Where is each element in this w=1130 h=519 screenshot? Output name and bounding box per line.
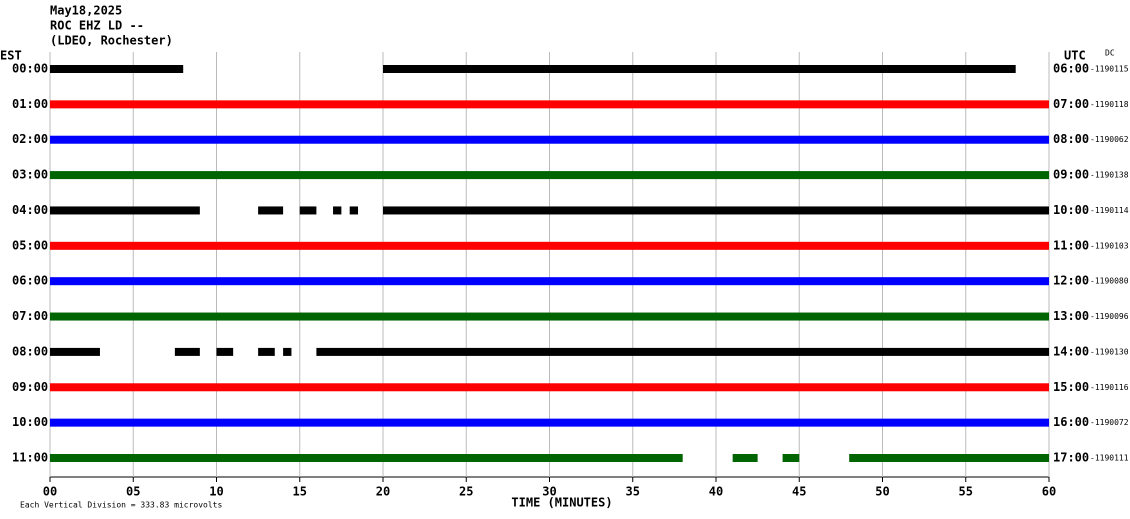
utc-label: 06:00 (1053, 62, 1089, 76)
trace-segment (50, 277, 1049, 286)
title-line: ROC EHZ LD -- (50, 19, 144, 33)
utc-label: 12:00 (1053, 274, 1089, 288)
x-tick-label: 40 (709, 485, 723, 499)
dc-value: -1190130 (1090, 347, 1129, 356)
dc-value: -1190072 (1090, 418, 1129, 427)
dc-value: -1190114 (1090, 206, 1129, 215)
trace-segment (316, 347, 1049, 356)
trace-segment (50, 347, 100, 356)
est-label: 02:00 (12, 132, 48, 146)
dc-value: -1190115 (1090, 65, 1129, 74)
est-label: 08:00 (12, 344, 48, 358)
trace-segment (216, 347, 234, 356)
x-tick-label: 50 (875, 485, 889, 499)
utc-label: 13:00 (1053, 309, 1089, 323)
trace-segment (50, 65, 184, 73)
x-tick-label: 10 (209, 485, 223, 499)
x-tick-label: 15 (293, 485, 307, 499)
est-label: 03:00 (12, 168, 48, 182)
trace-segment (732, 454, 758, 462)
trace-segment (299, 206, 317, 215)
utc-label: 10:00 (1053, 203, 1089, 217)
utc-label: 17:00 (1053, 451, 1089, 465)
trace-segment (258, 206, 284, 215)
est-label: 11:00 (12, 451, 48, 465)
est-label: 07:00 (12, 309, 48, 323)
dc-value: -1190096 (1090, 312, 1129, 321)
dc-value: -1190116 (1090, 383, 1129, 392)
right-axis-label: UTC (1064, 49, 1086, 63)
title-line: May18,2025 (50, 4, 122, 18)
title-line: (LDEO, Rochester) (50, 34, 173, 48)
dc-value: -1190062 (1090, 135, 1129, 144)
trace-segment (849, 454, 1049, 462)
est-label: 01:00 (12, 97, 48, 111)
trace-segment (383, 206, 1049, 215)
trace-segment (174, 347, 200, 356)
utc-label: 07:00 (1053, 97, 1089, 111)
dc-label: DC (1105, 49, 1115, 58)
footnote: Each Vertical Division = 333.83 microvol… (20, 501, 222, 510)
x-tick-label: 30 (542, 485, 556, 499)
trace-segment (50, 135, 1049, 144)
trace-segment (50, 418, 1049, 427)
utc-label: 16:00 (1053, 415, 1089, 429)
trace-segment (258, 347, 275, 356)
est-label: 06:00 (12, 274, 48, 288)
x-axis-label: TIME (MINUTES) (511, 496, 612, 510)
trace-segment (283, 347, 292, 356)
utc-label: 15:00 (1053, 380, 1089, 394)
x-tick-label: 25 (459, 485, 473, 499)
dc-value: -1190111 (1090, 454, 1129, 463)
utc-label: 08:00 (1053, 132, 1089, 146)
x-tick-label: 45 (792, 485, 806, 499)
trace-segment (50, 312, 1049, 321)
est-label: 10:00 (12, 415, 48, 429)
x-tick-label: 00 (43, 485, 57, 499)
trace-segment (50, 171, 1049, 180)
trace-segment (383, 65, 1016, 73)
trace-segment (333, 206, 342, 215)
trace-segment (50, 206, 200, 215)
x-tick-label: 35 (626, 485, 640, 499)
est-label: 09:00 (12, 380, 48, 394)
dc-value: -1190080 (1090, 277, 1129, 286)
est-label: 05:00 (12, 238, 48, 252)
x-tick-label: 60 (1042, 485, 1056, 499)
x-tick-label: 05 (126, 485, 140, 499)
est-label: 00:00 (12, 62, 48, 76)
dc-value: -1190103 (1090, 241, 1129, 250)
dc-value: -1190118 (1090, 100, 1129, 109)
trace-segment (50, 100, 1049, 109)
trace-segment (50, 383, 1049, 392)
dc-value: -1190138 (1090, 171, 1129, 180)
trace-segment (782, 454, 800, 462)
utc-label: 11:00 (1053, 238, 1089, 252)
left-axis-label: EST (0, 49, 22, 63)
trace-segment (50, 241, 1049, 250)
x-tick-label: 20 (376, 485, 390, 499)
trace-segment (349, 206, 359, 215)
utc-label: 14:00 (1053, 344, 1089, 358)
utc-label: 09:00 (1053, 168, 1089, 182)
est-label: 04:00 (12, 203, 48, 217)
trace-segment (50, 454, 683, 462)
x-tick-label: 55 (959, 485, 973, 499)
